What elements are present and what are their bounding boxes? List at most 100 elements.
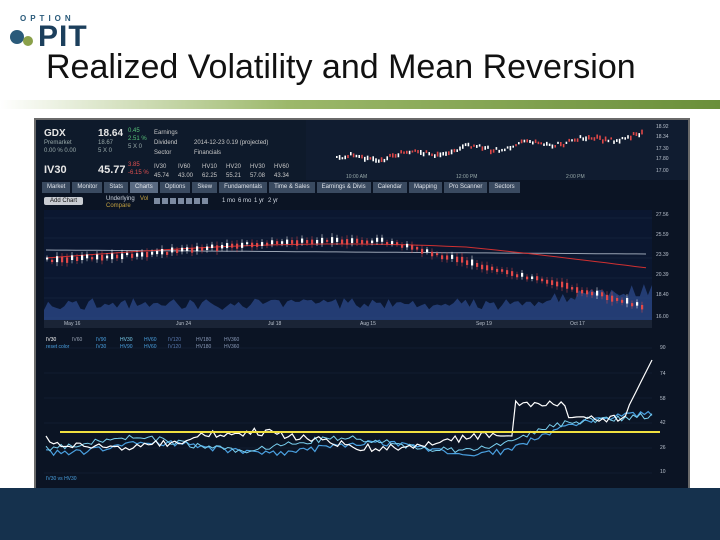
candle-body: [436, 253, 439, 256]
mini-candle: [627, 135, 629, 139]
add-chart-button[interactable]: Add Chart: [44, 197, 84, 205]
candle-body: [336, 237, 339, 242]
chart-tool-icon[interactable]: [194, 198, 200, 204]
range-6mo[interactable]: 6 mo: [238, 198, 252, 204]
mini-candle: [560, 142, 562, 147]
mini-candle: [467, 142, 470, 147]
chart-tool-icon[interactable]: [178, 198, 184, 204]
mini-candle: [406, 150, 408, 154]
mini-candle: [512, 145, 514, 148]
tab-market[interactable]: Market: [42, 182, 71, 193]
candle-body: [456, 256, 459, 263]
date-tick: Jul 18: [268, 321, 282, 327]
candle-body: [276, 241, 279, 245]
tab-options[interactable]: Options: [159, 182, 191, 193]
premarket-price: 18.67: [98, 140, 114, 146]
legend-hv180[interactable]: HV180: [196, 337, 212, 343]
chart-tool-icon[interactable]: [170, 198, 176, 204]
chart-toolbar: Add Chart Underlying Vol Compare 1 mo 6 …: [36, 196, 688, 209]
candle-body: [581, 289, 584, 294]
iv-col-header: HV10: [202, 164, 218, 170]
legend-hv90[interactable]: HV90: [120, 344, 133, 350]
legend-reset-color[interactable]: reset color: [46, 344, 70, 350]
candle-body: [211, 244, 214, 249]
candle-body: [116, 254, 119, 259]
legend-iv90[interactable]: IV90: [96, 337, 107, 343]
candle-body: [231, 243, 234, 248]
legend-iv30-2[interactable]: IV30: [96, 344, 107, 350]
mini-candle: [389, 153, 391, 157]
legend-hv60-2[interactable]: HV60: [144, 344, 157, 350]
candle-body: [221, 244, 224, 249]
mini-candle: [378, 159, 380, 163]
legend-iv30[interactable]: IV30: [46, 337, 57, 343]
underlying-label[interactable]: Underlying: [106, 196, 135, 202]
iv-col-value: 43.00: [178, 173, 194, 179]
legend-hv360-2[interactable]: HV360: [224, 344, 240, 350]
iv30-value: 45.77: [98, 164, 126, 176]
legend-hv360[interactable]: HV360: [224, 337, 240, 343]
tab-pro-scanner[interactable]: Pro Scanner: [443, 182, 488, 193]
price-tick: 27.56: [656, 212, 669, 218]
legend-iv120[interactable]: IV120: [168, 337, 182, 343]
legend-hv180-2[interactable]: HV180: [196, 344, 212, 350]
legend-hv60[interactable]: HV60: [144, 337, 157, 343]
range-2yr[interactable]: 2 yr: [268, 198, 279, 204]
date-tick: Oct 17: [570, 321, 585, 327]
mini-candle: [593, 137, 596, 141]
tab-time-sales[interactable]: Time & Sales: [269, 182, 315, 193]
mini-candle: [529, 140, 531, 143]
tab-earnings-divis[interactable]: Earnings & Divis: [316, 182, 371, 193]
legend-iv60[interactable]: IV60: [72, 337, 83, 343]
tab-calendar[interactable]: Calendar: [372, 182, 407, 193]
chart-tool-icon[interactable]: [154, 198, 160, 204]
chart-tool-icon[interactable]: [186, 198, 192, 204]
candle-body: [291, 240, 294, 244]
candle-body: [476, 262, 479, 267]
range-1mo[interactable]: 1 mo: [222, 198, 236, 204]
tab-sectors[interactable]: Sectors: [489, 182, 520, 193]
chart-tool-icon[interactable]: [202, 198, 208, 204]
mini-candle: [350, 152, 352, 156]
mini-candle: [369, 157, 372, 160]
mini-candle: [596, 134, 598, 139]
tab-monitor[interactable]: Monitor: [72, 182, 103, 193]
quote-header: GDX Premarket 0.00 % 0.00 18.64 18.67 5 …: [36, 120, 688, 180]
platform-screenshot: GDX Premarket 0.00 % 0.00 18.64 18.67 5 …: [34, 118, 690, 494]
mini-candle: [336, 156, 338, 158]
candle-body: [506, 270, 509, 275]
candle-body: [96, 254, 99, 260]
candle-body: [416, 246, 419, 250]
compare-label[interactable]: Compare: [106, 203, 131, 209]
chart-tool-icon[interactable]: [162, 198, 168, 204]
mini-candle: [464, 143, 467, 147]
candle-body: [491, 266, 494, 271]
vol-chart-footer[interactable]: IV30 vs HV30: [46, 476, 77, 482]
tab-fundamentals[interactable]: Fundamentals: [219, 182, 268, 193]
mini-candle: [439, 152, 442, 158]
legend-hv30[interactable]: HV30: [120, 337, 133, 343]
tab-charts[interactable]: Charts: [130, 182, 158, 193]
legend-iv120-2[interactable]: IV120: [168, 344, 182, 350]
candle-body: [81, 255, 84, 261]
tab-skew[interactable]: Skew: [192, 182, 218, 193]
price-change-pct: 2.51 %: [128, 136, 147, 142]
candle-body: [481, 264, 484, 270]
mini-candle: [618, 138, 621, 144]
tab-stats[interactable]: Stats: [104, 182, 129, 193]
mini-candle: [344, 155, 346, 160]
tab-mapping[interactable]: Mapping: [408, 182, 442, 193]
candle-body: [606, 294, 609, 301]
candle-body: [536, 276, 539, 281]
date-tick: Sep 19: [476, 321, 492, 327]
mini-candle: [456, 149, 458, 152]
mini-candle: [411, 150, 414, 153]
mini-candle: [450, 149, 453, 155]
candle-body: [596, 290, 599, 296]
vol-label[interactable]: Vol: [140, 196, 149, 202]
vol-tick: 10: [660, 469, 666, 475]
range-1yr[interactable]: 1 yr: [254, 198, 265, 204]
mini-candle: [509, 145, 512, 151]
mini-candle: [504, 148, 506, 152]
vol-legend: IV30 IV60 IV90 HV30 HV60 IV120 HV180 HV3…: [44, 337, 652, 351]
